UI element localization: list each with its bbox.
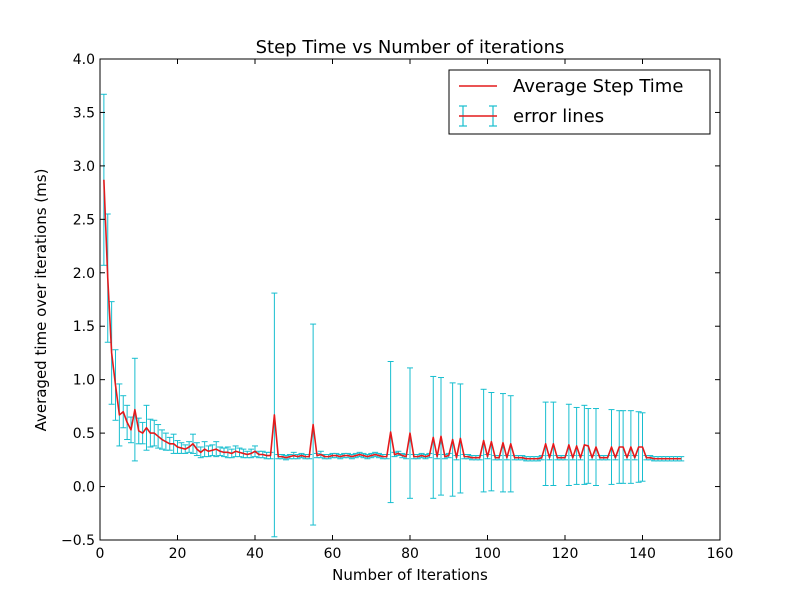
x-tick-label: 160 [707,546,734,562]
chart-title: Step Time vs Number of iterations [256,37,565,58]
series-line-average-step-time [103,179,682,460]
y-tick-label: 1.5 [73,319,95,335]
x-tick-label: 60 [324,546,342,562]
x-tick-label: 80 [401,546,419,562]
tick-layer: 0 20 40 60 80 100 120 140 160 −0.5 0.0 0.5 1.0 1.5 2.0… [61,52,733,562]
y-tick-label: 3.5 [73,105,95,121]
x-tick-label: 40 [246,546,264,562]
y-tick-label: 4.0 [73,52,95,68]
legend-label-average-step-time: Average Step Time [513,76,683,97]
x-tick-label: 0 [96,546,105,562]
x-tick-label: 100 [474,546,501,562]
plot-layer [100,93,685,538]
y-tick-label: −0.5 [61,533,95,549]
legend: Average Step Time error lines [448,69,711,135]
legend-errorbar-swatch [459,105,497,127]
y-tick-label: 2.5 [73,212,95,228]
y-tick-label: 2.0 [73,266,95,282]
x-tick-label: 20 [169,546,187,562]
x-axis-label: Number of Iterations [332,566,488,584]
legend-label-error-lines: error lines [513,106,604,127]
x-tick-label: 120 [552,546,579,562]
y-tick-label: 0.0 [73,480,95,496]
y-tick-label: 1.0 [73,373,95,389]
y-tick-label: 0.5 [73,426,95,442]
x-tick-label: 140 [629,546,656,562]
y-axis-label: Averaged time over iterations (ms) [32,169,50,432]
y-tick-label: 3.0 [73,159,95,175]
